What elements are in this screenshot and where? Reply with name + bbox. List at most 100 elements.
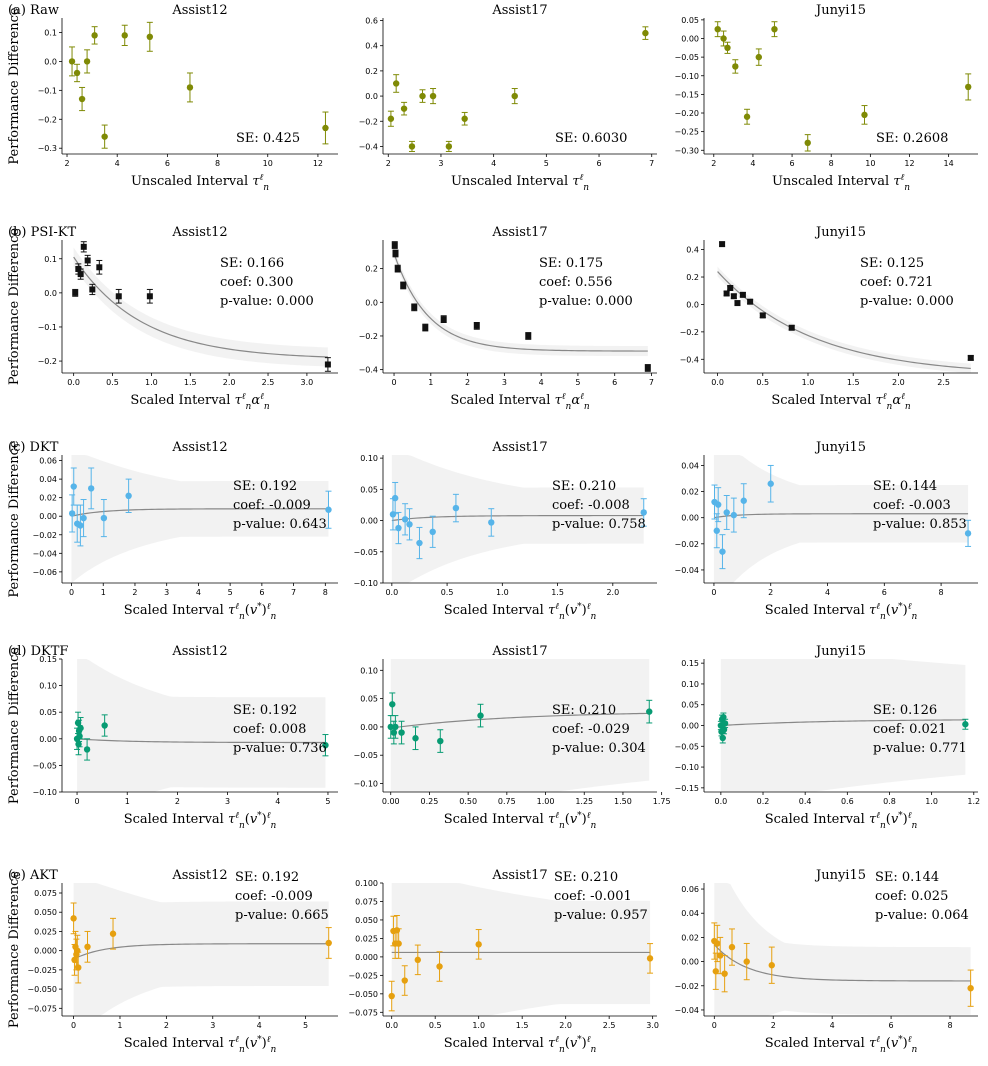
x-tick-label: 4 [275,797,280,806]
x-tick-label: 3.0 [301,378,314,387]
y-tick-label: −0.075 [348,1008,378,1017]
y-tick-label: −0.15 [674,784,699,793]
data-point [721,718,729,729]
stat-line: SE: 0.175 [539,256,603,271]
data-point [759,312,766,319]
data-point [720,30,727,47]
data-point [401,965,408,996]
data-point [391,481,399,515]
x-axis-label: Scaled Interval τℓn(v*)ℓn [765,602,918,622]
panel-title: Assist12 [171,868,227,883]
data-point [525,332,532,340]
y-tick-label: 0.000 [355,953,378,962]
data-point [394,264,401,273]
data-point [87,467,95,510]
stat-line: coef: 0.008 [233,722,306,737]
y-tick-label: −0.2 [359,117,378,126]
data-point [77,268,84,280]
data-point [109,917,117,950]
stat-line: SE: 0.192 [235,870,299,885]
x-tick-label: 2 [711,159,716,168]
row-label: (b) PSI-KT [8,225,76,240]
data-point [70,902,77,935]
data-point [146,288,153,304]
data-point [436,951,443,982]
y-tick-label: 0.10 [360,454,378,463]
data-point [730,293,737,300]
y-tick-label: −0.10 [353,780,378,789]
y-tick-label: 0.00 [681,514,699,523]
stat-line: coef: 0.021 [873,722,946,737]
y-axis-label: Performance Difference [7,7,22,165]
data-point [83,738,91,761]
panel-title: Junyi15 [814,440,866,455]
data-point [727,284,734,291]
row-label: (d) DKTF [8,644,68,659]
y-tick-label: 0.050 [34,908,57,917]
y-tick-label: 0.06 [681,885,699,894]
data-point [406,508,413,541]
x-axis-label: Scaled Interval τℓnαℓn [771,392,911,412]
data-point [461,111,468,126]
x-tick-label: 1.5 [516,1021,529,1030]
data-point [392,74,400,93]
x-tick-label: 0.25 [421,797,439,806]
panel-title: Assist17 [491,440,547,455]
x-tick-label: 8 [215,159,220,168]
x-tick-label: 4 [750,159,755,168]
x-tick-label: 0.5 [429,1021,442,1030]
y-tick-label: −0.025 [348,971,378,980]
data-point [73,63,81,83]
x-tick-label: 3 [502,378,507,387]
x-tick-label: 3 [210,1021,215,1030]
stat-line: coef: -0.009 [235,889,313,904]
data-point [804,134,811,152]
x-tick-label: 0.75 [498,797,516,806]
y-tick-label: 0.00 [681,722,699,731]
x-tick-label: 0 [71,1021,76,1030]
x-tick-label: 2.0 [606,588,619,597]
y-tick-label: 0.00 [39,735,57,744]
x-tick-label: 12 [904,159,914,168]
stat-line: p-value: 0.000 [539,294,633,309]
panel-e1: 0 1 2 3 4 5 −0.075 −0.050 −0.025 0.000 0.025 0.050 0… [7,868,338,1055]
y-tick-label: 0.0 [44,57,57,66]
x-tick-label: 6 [882,588,887,597]
data-point [400,101,408,116]
y-tick-label: 0.4 [686,246,699,255]
data-point [322,111,329,145]
x-tick-label: 2.0 [892,378,905,387]
x-tick-label: 4 [825,588,830,597]
data-point [91,26,98,45]
data-point [743,108,751,125]
x-axis-label: Scaled Interval τℓn(v*)ℓn [765,811,918,831]
panel-e3: 0 2 4 6 8 −0.04 −0.02 0.00 0.02 0.04 0.06 Junyi15 SE… [674,868,978,1055]
x-tick-label: 5 [575,378,580,387]
y-tick-label: −0.10 [353,579,378,588]
x-tick-label: 0.0 [711,378,724,387]
data-point [412,726,419,751]
data-point [72,288,79,297]
data-point [440,315,447,323]
stat-line: p-value: 0.736 [233,741,327,756]
x-tick-label: 0.2 [757,797,770,806]
x-tick-label: 3.0 [646,1021,659,1030]
x-tick-label: 1 [125,797,130,806]
y-tick-label: −0.2 [38,115,57,124]
x-tick-label: 6 [612,378,617,387]
y-tick-label: 0.05 [681,701,699,710]
data-point [437,729,444,753]
y-tick-label: 0.2 [686,273,699,282]
data-point [115,288,122,304]
panel-title: Assist12 [171,225,227,240]
x-tick-label: 0 [711,588,716,597]
x-tick-label: 2 [771,1021,776,1030]
y-tick-label: 0.04 [681,461,699,470]
stat-line: coef: -0.008 [552,498,630,513]
data-point [411,303,418,312]
x-axis-label: Scaled Interval τℓn(v*)ℓn [124,602,277,622]
confidence-band [71,455,329,583]
x-tick-label: 8 [939,588,944,597]
stat-line: SE: 0.425 [236,131,300,146]
y-tick-label: 0.00 [360,723,378,732]
